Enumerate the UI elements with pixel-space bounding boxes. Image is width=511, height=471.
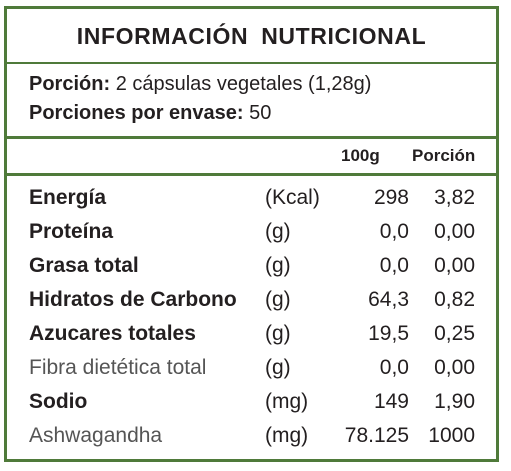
- nutrient-value-100g: 64,3: [368, 288, 409, 311]
- nutrient-name: Azucares totales: [29, 322, 196, 345]
- servings-per-container-label: Porciones por envase:: [29, 102, 244, 124]
- nutrient-name: Sodio: [29, 390, 88, 413]
- nutrient-unit: (g): [265, 254, 291, 277]
- nutrient-unit: (g): [265, 220, 291, 243]
- panel-title: INFORMACIÓN NUTRICIONAL: [76, 23, 427, 49]
- nutrient-row-proteina: Proteína (g) 0,0 0,00: [29, 220, 489, 250]
- nutrient-value-portion: 0,25: [434, 322, 475, 345]
- nutrient-name: Ashwagandha: [29, 424, 163, 447]
- divider-top: [7, 62, 496, 64]
- nutrient-value-100g: 0,0: [379, 220, 409, 243]
- nutrient-unit: (g): [265, 356, 291, 379]
- nutrient-row-ashwagandha: Ashwagandha (mg) 78.125 1000: [29, 424, 489, 454]
- nutrient-value-portion: 3,82: [434, 186, 475, 209]
- nutrient-row-grasa-total: Grasa total (g) 0,0 0,00: [29, 254, 489, 284]
- nutrition-facts-panel: INFORMACIÓN NUTRICIONAL Porción: 2 cápsu…: [4, 6, 499, 462]
- nutrient-row-azucares: Azucares totales (g) 19,5 0,25: [29, 322, 489, 352]
- nutrient-name: Grasa total: [29, 254, 139, 277]
- serving-size-value: 2 cápsulas vegetales (1,28g): [115, 73, 372, 95]
- nutrient-value-100g: 0,0: [379, 254, 409, 277]
- nutrient-unit: (g): [265, 288, 291, 311]
- nutrient-value-100g: 298: [373, 186, 409, 209]
- nutrient-value-portion: 0,82: [434, 288, 475, 311]
- nutrient-value-100g: 0,0: [379, 356, 409, 379]
- nutrient-name: Proteína: [29, 220, 114, 243]
- servings-per-container-line: Porciones por envase: 50: [29, 102, 271, 125]
- nutrient-value-portion: 0,00: [434, 356, 475, 379]
- nutrient-value-portion: 1000: [428, 424, 475, 447]
- nutrient-row-energia: Energía (Kcal) 298 3,82: [29, 186, 489, 216]
- nutrient-name: Hidratos de Carbono: [29, 288, 237, 311]
- nutrient-value-100g: 149: [373, 390, 409, 413]
- servings-per-container-value: 50: [249, 102, 272, 124]
- nutrient-value-portion: 0,00: [434, 254, 475, 277]
- serving-size-label: Porción:: [29, 73, 111, 95]
- nutrient-value-100g: 19,5: [368, 322, 409, 345]
- divider-middle: [7, 136, 496, 139]
- column-header-portion: Porción: [412, 146, 476, 165]
- nutrient-name: Energía: [29, 186, 107, 209]
- nutrient-value-portion: 1,90: [434, 390, 475, 413]
- column-header-100g: 100g: [341, 146, 380, 165]
- nutrient-unit: (mg): [265, 424, 309, 447]
- serving-size-line: Porción: 2 cápsulas vegetales (1,28g): [29, 73, 371, 96]
- divider-header: [7, 173, 496, 176]
- nutrient-unit: (mg): [265, 390, 309, 413]
- nutrient-unit: (g): [265, 322, 291, 345]
- nutrient-name: Fibra dietética total: [29, 356, 207, 379]
- nutrient-value-portion: 0,00: [434, 220, 475, 243]
- nutrient-unit: (Kcal): [265, 186, 320, 209]
- nutrient-row-fibra: Fibra dietética total (g) 0,0 0,00: [29, 356, 489, 386]
- nutrient-row-sodio: Sodio (mg) 149 1,90: [29, 390, 489, 420]
- nutrient-value-100g: 78.125: [344, 424, 409, 447]
- nutrient-row-hidratos: Hidratos de Carbono (g) 64,3 0,82: [29, 288, 489, 318]
